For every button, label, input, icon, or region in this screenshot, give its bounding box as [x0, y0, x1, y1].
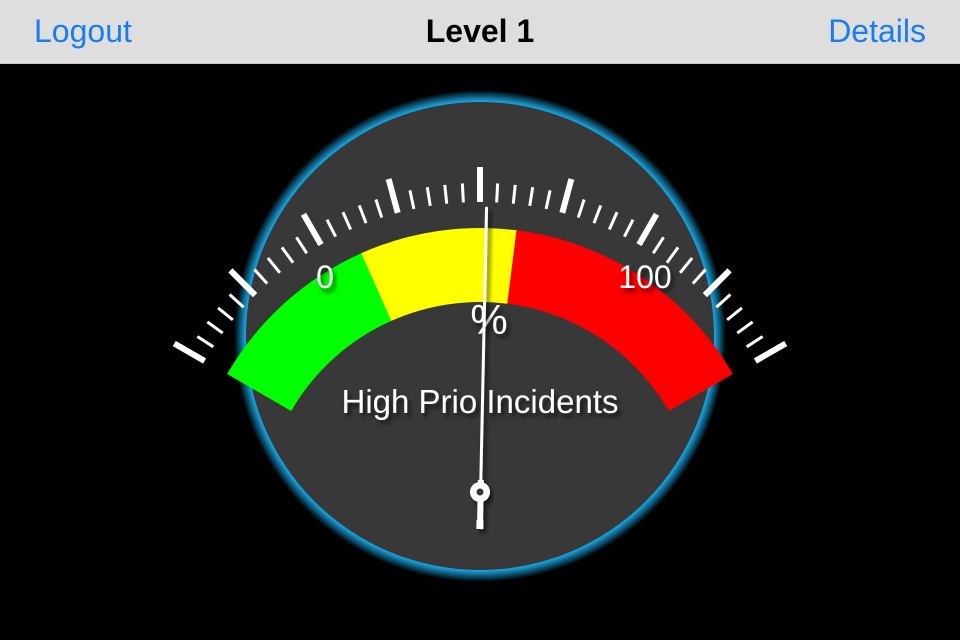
gauge-minor-tick	[511, 184, 517, 204]
gauge-minor-tick	[665, 246, 680, 264]
gauge-minor-tick	[341, 211, 353, 231]
gauge-color-zones	[227, 228, 733, 411]
gauge-minor-tick	[726, 306, 743, 322]
gauge-zone-2	[361, 228, 517, 321]
gauge-needle-shaft	[478, 206, 489, 514]
gauge-minor-tick	[736, 320, 754, 335]
navigation-bar: Logout Level 1 Details	[0, 0, 960, 64]
gauge-needle	[470, 206, 490, 530]
gauge-major-tick	[559, 178, 575, 214]
gauge-major-tick	[702, 268, 732, 298]
gauge-minor-tick	[651, 236, 665, 255]
gauge-major-tick	[636, 212, 660, 247]
gauge-title-label: High Prio Incidents	[342, 383, 619, 420]
gauge-zone-3	[507, 230, 733, 411]
gauge-minor-tick	[607, 211, 619, 231]
gauge-minor-tick	[228, 293, 245, 309]
gauge-minor-tick	[715, 293, 732, 309]
gauge-minor-tick	[196, 335, 215, 349]
gauge-minor-tick	[544, 190, 552, 210]
gauge-minor-tick	[576, 199, 586, 219]
gauge-minor-tick	[217, 306, 234, 322]
gauge-minor-tick	[266, 257, 282, 274]
gauge-minor-tick	[528, 186, 535, 207]
gauge-major-tick	[385, 178, 401, 214]
gauge-minor-tick	[623, 219, 635, 238]
details-button[interactable]: Details	[828, 13, 926, 49]
gauge-minor-tick	[592, 204, 603, 224]
gauge-unit-label: %	[470, 296, 507, 343]
gauge-minor-tick	[206, 320, 224, 335]
gauge-area: 0 100 % High Prio Incidents	[0, 64, 960, 640]
gauge-minor-tick	[425, 186, 432, 207]
gauge-major-tick	[228, 268, 258, 298]
gauge-minor-tick	[745, 335, 764, 349]
logout-button[interactable]: Logout	[34, 13, 132, 49]
gauge-max-label: 100	[618, 259, 671, 295]
gauge-minor-tick	[460, 183, 465, 203]
gauge-minor-tick	[408, 190, 416, 210]
gauge-major-tick	[172, 340, 207, 364]
gauge-minor-tick	[678, 257, 694, 274]
gauge-major-tick	[300, 212, 324, 247]
gauge-minor-tick	[374, 199, 384, 219]
page-title: Level 1	[425, 13, 535, 49]
gauge-zone-1	[227, 253, 392, 411]
gauge-needle-hub-center	[476, 488, 484, 496]
gauge-minor-tick	[691, 268, 707, 285]
gauge-minor-tick	[325, 219, 337, 238]
gauge-tick-marks	[172, 167, 788, 364]
gauge: 0 100 % High Prio Incidents	[172, 90, 788, 582]
gauge-minor-tick	[280, 246, 295, 264]
gauge-minor-tick	[495, 183, 500, 203]
gauge-major-tick	[753, 340, 788, 364]
gauge-min-label: 0	[316, 259, 334, 295]
gauge-minor-tick	[443, 184, 449, 204]
gauge-minor-tick	[357, 204, 368, 224]
gauge-minor-tick	[295, 236, 309, 255]
gauge-minor-tick	[253, 268, 269, 285]
